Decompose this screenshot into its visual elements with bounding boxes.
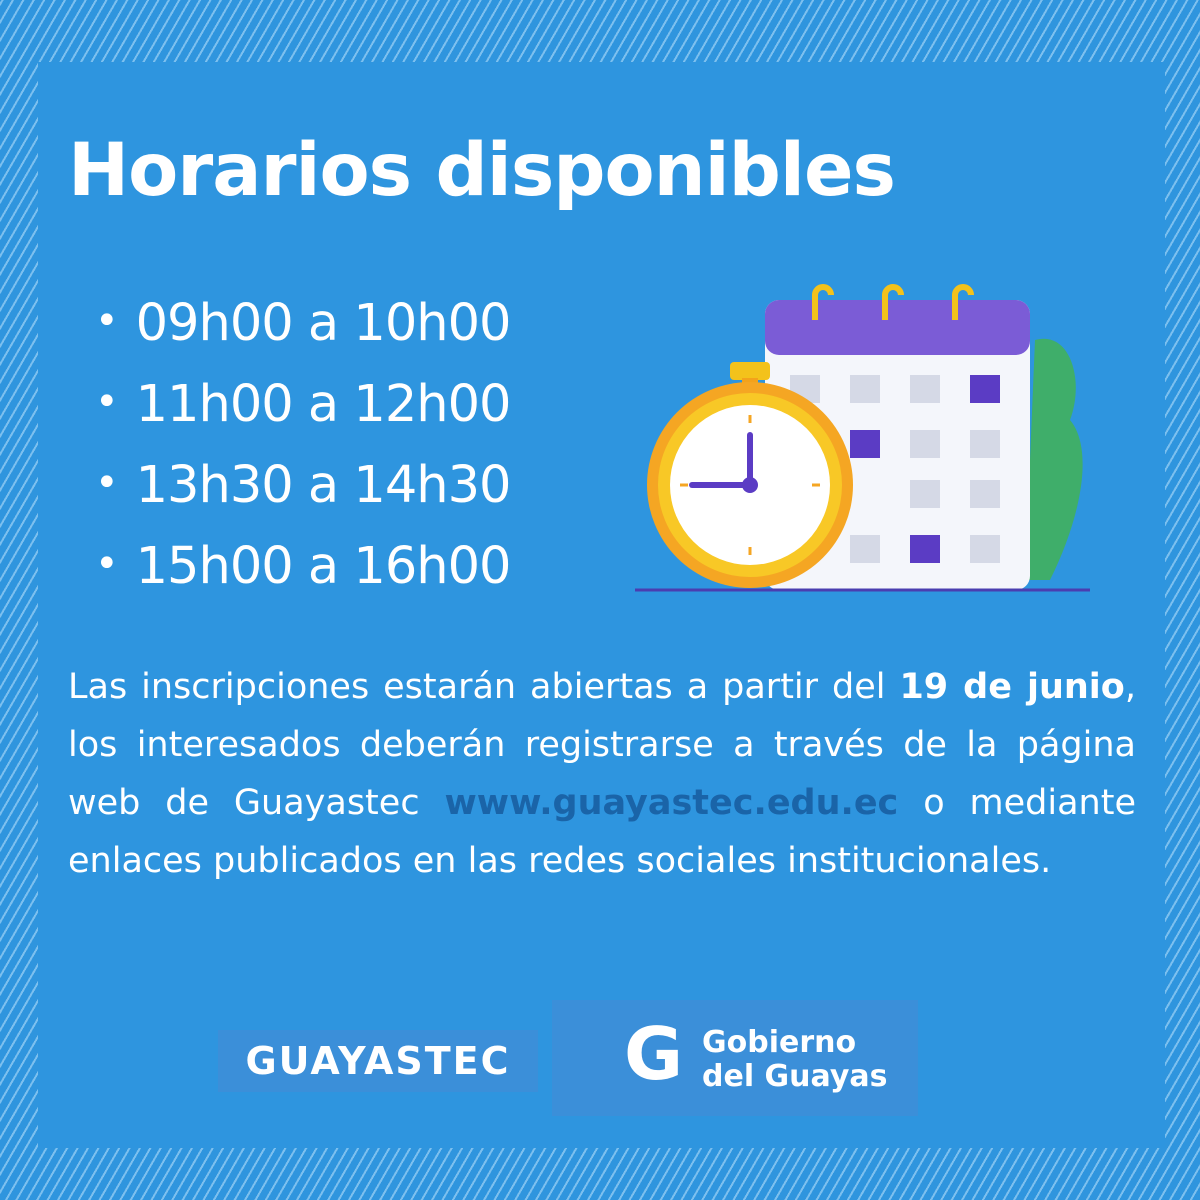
gobierno-logo: G Gobierno del Guayas	[552, 1000, 918, 1116]
logo-text: Gobierno del Guayas	[702, 1026, 888, 1094]
schedule-item: 13h30 a 14h30	[95, 444, 512, 525]
description: Las inscripciones estarán abiertas a par…	[68, 658, 1136, 890]
guayastec-logo: GUAYASTEC	[218, 1030, 538, 1092]
logo-mark: G	[624, 1012, 684, 1096]
text: Las inscripciones estarán abiertas a par…	[68, 667, 886, 707]
schedule-item: 11h00 a 12h00	[95, 363, 512, 444]
date: 19 de junio	[899, 667, 1125, 707]
website-link[interactable]: www.guayastec.edu.ec	[444, 783, 899, 823]
text: o mediante enlaces publicados en las red…	[68, 783, 1136, 881]
schedule-item: 15h00 a 16h00	[95, 525, 512, 606]
logo-line: Gobierno	[702, 1025, 857, 1060]
schedule-item: 09h00 a 10h00	[95, 282, 512, 363]
schedule-list: 09h00 a 10h0011h00 a 12h0013h30 a 14h301…	[95, 282, 512, 606]
logo-line: del Guayas	[702, 1059, 888, 1094]
calendar-clock-illustration	[635, 284, 1090, 592]
text: , los interesados deberán registrarse a …	[68, 667, 1136, 823]
title: Horarios disponibles	[68, 128, 896, 213]
